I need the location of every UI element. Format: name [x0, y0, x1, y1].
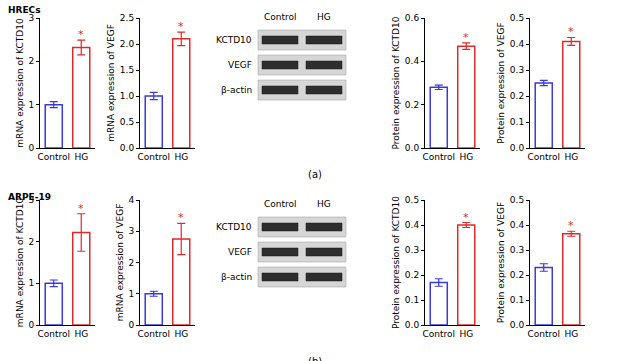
svg-text:1: 1	[28, 278, 34, 288]
svg-text:HG: HG	[174, 152, 188, 162]
svg-text:Control: Control	[137, 329, 170, 339]
svg-text:0.2: 0.2	[405, 270, 419, 280]
svg-text:0.0: 0.0	[405, 143, 420, 153]
svg-text:0.3: 0.3	[510, 245, 524, 255]
svg-text:KCTD10: KCTD10	[216, 35, 252, 45]
svg-text:HG: HG	[459, 152, 473, 162]
svg-text:0.2: 0.2	[405, 100, 419, 110]
svg-text:(b): (b)	[308, 356, 322, 361]
svg-text:0.4: 0.4	[405, 220, 420, 230]
svg-text:0: 0	[128, 320, 134, 330]
svg-text:0.5: 0.5	[510, 13, 524, 23]
svg-text:mRNA expression of VEGF: mRNA expression of VEGF	[106, 24, 116, 142]
svg-text:HG: HG	[459, 329, 473, 339]
svg-text:*: *	[78, 202, 84, 215]
svg-text:Control: Control	[37, 152, 70, 162]
svg-text:*: *	[463, 31, 469, 44]
svg-text:HG: HG	[564, 152, 578, 162]
svg-text:0.4: 0.4	[510, 39, 525, 49]
svg-text:*: *	[568, 219, 574, 232]
svg-text:*: *	[178, 20, 184, 33]
svg-text:0.6: 0.6	[405, 13, 420, 23]
svg-text:1.5: 1.5	[120, 65, 134, 75]
svg-text:HG: HG	[317, 199, 331, 209]
svg-text:0.1: 0.1	[405, 295, 419, 305]
svg-text:0.1: 0.1	[510, 117, 524, 127]
svg-text:0.4: 0.4	[510, 220, 525, 230]
svg-text:1: 1	[128, 289, 134, 299]
svg-text:0.5: 0.5	[120, 117, 134, 127]
svg-text:0.3: 0.3	[405, 245, 419, 255]
svg-text:(a): (a)	[308, 169, 322, 180]
svg-text:3: 3	[28, 195, 34, 205]
svg-text:*: *	[568, 25, 574, 38]
svg-text:0.2: 0.2	[510, 91, 524, 101]
svg-text:0.0: 0.0	[510, 320, 525, 330]
svg-text:2: 2	[28, 237, 34, 247]
svg-text:2.5: 2.5	[120, 13, 134, 23]
svg-text:0.0: 0.0	[405, 320, 420, 330]
svg-text:β-actin: β-actin	[221, 85, 252, 95]
svg-text:HRECs: HRECs	[8, 5, 41, 15]
svg-text:0.3: 0.3	[510, 65, 524, 75]
svg-text:Control: Control	[527, 329, 560, 339]
svg-text:ARPE-19: ARPE-19	[8, 192, 51, 202]
svg-text:mRNA expression of VEGF: mRNA expression of VEGF	[115, 204, 125, 322]
svg-text:3: 3	[128, 226, 134, 236]
svg-text:*: *	[463, 211, 469, 224]
svg-text:HG: HG	[317, 12, 331, 22]
svg-text:Control: Control	[422, 152, 455, 162]
svg-text:HG: HG	[174, 329, 188, 339]
svg-text:Protein expression of KCTD10: Protein expression of KCTD10	[391, 16, 401, 149]
svg-text:HG: HG	[74, 152, 88, 162]
svg-text:β-actin: β-actin	[221, 272, 252, 282]
svg-text:HG: HG	[74, 329, 88, 339]
svg-text:Protein expression of VEGF: Protein expression of VEGF	[496, 22, 506, 143]
svg-text:0: 0	[28, 143, 34, 153]
svg-text:0.0: 0.0	[120, 143, 135, 153]
svg-text:*: *	[78, 28, 84, 41]
svg-text:Control: Control	[264, 12, 297, 22]
svg-text:0: 0	[28, 320, 34, 330]
svg-text:1: 1	[28, 100, 34, 110]
svg-text:3: 3	[28, 13, 34, 23]
svg-text:4: 4	[128, 195, 134, 205]
svg-text:Control: Control	[37, 329, 70, 339]
svg-text:Control: Control	[137, 152, 170, 162]
svg-text:mRNA expression of KCTD10: mRNA expression of KCTD10	[15, 198, 25, 328]
svg-text:2: 2	[128, 258, 134, 268]
svg-text:0.4: 0.4	[405, 56, 420, 66]
svg-text:0.5: 0.5	[510, 195, 524, 205]
svg-text:VEGF: VEGF	[228, 247, 252, 257]
svg-text:*: *	[178, 211, 184, 224]
svg-text:2.0: 2.0	[120, 39, 135, 49]
svg-text:mRNA expression of KCTD10: mRNA expression of KCTD10	[15, 18, 25, 148]
svg-text:Protein expression of VEGF: Protein expression of VEGF	[496, 202, 506, 323]
svg-text:0.5: 0.5	[405, 195, 419, 205]
svg-text:1.0: 1.0	[120, 91, 135, 101]
svg-text:KCTD10: KCTD10	[216, 222, 252, 232]
svg-text:Control: Control	[422, 329, 455, 339]
svg-text:2: 2	[28, 56, 34, 66]
svg-text:Control: Control	[264, 199, 297, 209]
svg-text:VEGF: VEGF	[228, 60, 252, 70]
svg-text:Protein expression of KCTD10: Protein expression of KCTD10	[391, 196, 401, 329]
svg-text:0.0: 0.0	[510, 143, 525, 153]
svg-text:0.2: 0.2	[510, 270, 524, 280]
svg-text:0.1: 0.1	[510, 295, 524, 305]
svg-text:Control: Control	[527, 152, 560, 162]
svg-text:HG: HG	[564, 329, 578, 339]
